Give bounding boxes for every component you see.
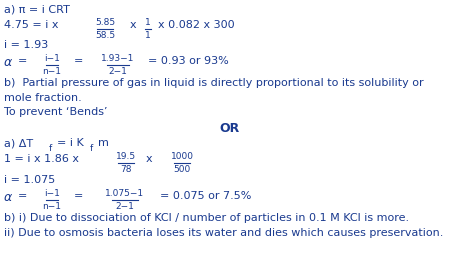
Text: 4.75 = i x: 4.75 = i x bbox=[4, 20, 58, 30]
Text: 5.85: 5.85 bbox=[95, 18, 115, 27]
Text: f: f bbox=[49, 144, 52, 153]
Text: 78: 78 bbox=[120, 165, 131, 174]
Text: 1.075−1: 1.075−1 bbox=[105, 189, 144, 198]
Text: b) i) Due to dissociation of KCl / number of particles in 0.1 M KCl is more.: b) i) Due to dissociation of KCl / numbe… bbox=[4, 213, 408, 223]
Text: 2−1: 2−1 bbox=[115, 202, 134, 211]
Text: x 0.082 x 300: x 0.082 x 300 bbox=[157, 20, 234, 30]
Text: n−1: n−1 bbox=[42, 67, 62, 76]
Text: m: m bbox=[98, 138, 109, 148]
Text: =: = bbox=[18, 191, 28, 201]
Text: 1 = i x 1.86 x: 1 = i x 1.86 x bbox=[4, 154, 79, 164]
Text: x: x bbox=[130, 20, 136, 30]
Text: =: = bbox=[18, 56, 28, 66]
Text: 1: 1 bbox=[145, 31, 151, 40]
Text: 1.93−1: 1.93−1 bbox=[101, 54, 134, 63]
Text: i−1: i−1 bbox=[44, 54, 60, 63]
Text: a) ΔT: a) ΔT bbox=[4, 138, 33, 148]
Text: = 0.075 or 7.5%: = 0.075 or 7.5% bbox=[160, 191, 251, 201]
Text: mole fraction.: mole fraction. bbox=[4, 93, 82, 103]
Text: ii) Due to osmosis bacteria loses its water and dies which causes preservation.: ii) Due to osmosis bacteria loses its wa… bbox=[4, 228, 442, 238]
Text: =: = bbox=[74, 56, 83, 66]
Text: a) π = i CRT: a) π = i CRT bbox=[4, 4, 70, 14]
Text: i−1: i−1 bbox=[44, 189, 60, 198]
Text: α: α bbox=[4, 56, 12, 69]
Text: To prevent ‘Bends’: To prevent ‘Bends’ bbox=[4, 107, 107, 117]
Text: α: α bbox=[4, 191, 12, 204]
Text: =: = bbox=[74, 191, 83, 201]
Text: 58.5: 58.5 bbox=[95, 31, 115, 40]
Text: n−1: n−1 bbox=[42, 202, 62, 211]
Text: f: f bbox=[90, 144, 93, 153]
Text: 1000: 1000 bbox=[170, 152, 193, 161]
Text: b)  Partial pressure of gas in liquid is directly proportional to its solubility: b) Partial pressure of gas in liquid is … bbox=[4, 78, 423, 88]
Text: 1: 1 bbox=[145, 18, 151, 27]
Text: OR: OR bbox=[219, 122, 240, 135]
Text: i = 1.075: i = 1.075 bbox=[4, 175, 55, 185]
Text: 500: 500 bbox=[173, 165, 190, 174]
Text: = i K: = i K bbox=[57, 138, 84, 148]
Text: 2−1: 2−1 bbox=[108, 67, 127, 76]
Text: x: x bbox=[146, 154, 152, 164]
Text: = 0.93 or 93%: = 0.93 or 93% bbox=[148, 56, 228, 66]
Text: 19.5: 19.5 bbox=[116, 152, 136, 161]
Text: i = 1.93: i = 1.93 bbox=[4, 40, 48, 50]
